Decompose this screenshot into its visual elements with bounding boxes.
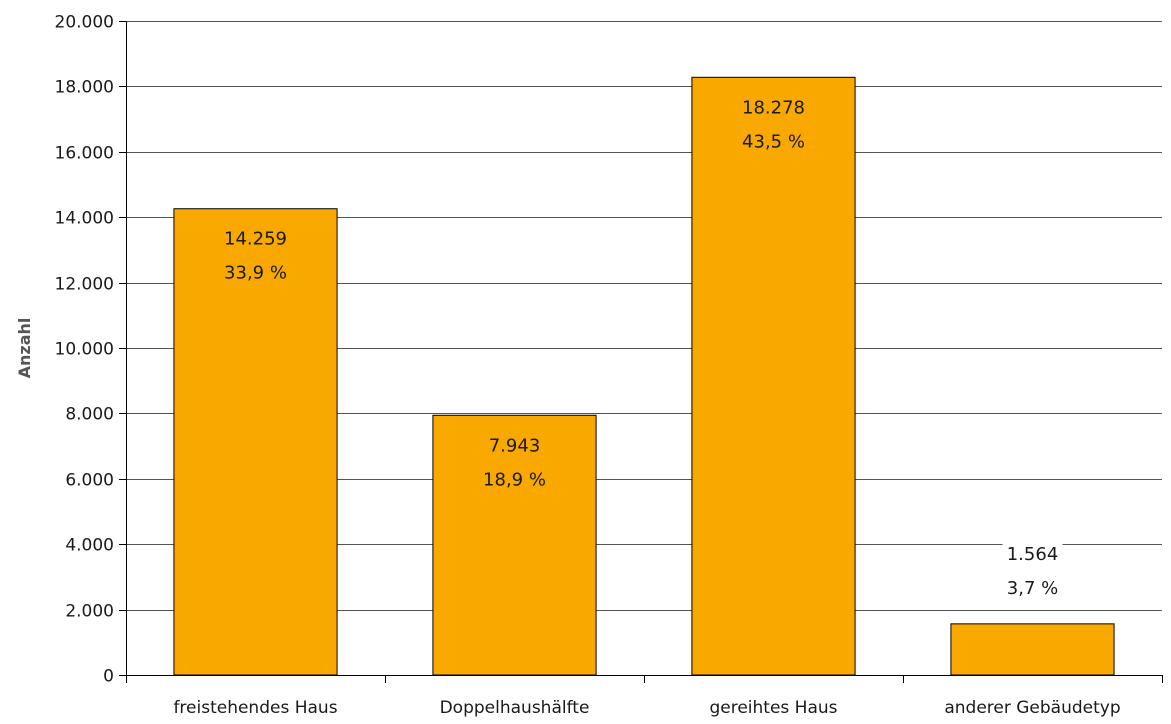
y-tick-label: 6.000 (65, 471, 114, 491)
y-tick-label: 8.000 (65, 405, 114, 425)
data-label-percent: 3,7 % (1007, 578, 1058, 599)
y-tick-label: 0 (103, 667, 114, 687)
y-tick-label: 18.000 (55, 78, 114, 98)
bar (951, 624, 1114, 675)
bars (174, 77, 1114, 675)
data-label-value: 18.278 (742, 97, 805, 118)
data-label-percent: 33,9 % (224, 263, 287, 284)
data-label-value: 14.259 (224, 229, 287, 250)
y-tick-label: 20.000 (55, 13, 114, 33)
y-axis-ticks: 0 2.000 4.000 6.000 8.000 10.000 12.000 14.000 1… (55, 13, 126, 687)
data-label-value: 1.564 (1007, 544, 1059, 565)
x-category-label: anderer Gebäudetyp (944, 698, 1120, 718)
x-category-label: gereihtes Haus (709, 698, 837, 718)
data-label-percent: 18,9 % (483, 469, 546, 490)
y-tick-label: 16.000 (55, 144, 114, 164)
y-tick-label: 12.000 (55, 275, 114, 295)
y-tick-label: 4.000 (65, 536, 114, 556)
x-axis-ticks: freistehendes Haus Doppelhaushälfte gereih… (127, 675, 1163, 718)
x-category-label: Doppelhaushälfte (440, 698, 590, 718)
data-label-value: 7.943 (489, 435, 541, 456)
data-label-percent: 43,5 % (742, 131, 805, 152)
x-category-label: freistehendes Haus (173, 698, 337, 718)
y-tick-label: 2.000 (65, 602, 114, 622)
y-tick-label: 10.000 (55, 340, 114, 360)
y-tick-label: 14.000 (55, 209, 114, 229)
bar (692, 77, 855, 675)
y-axis-title: Anzahl (15, 318, 34, 379)
